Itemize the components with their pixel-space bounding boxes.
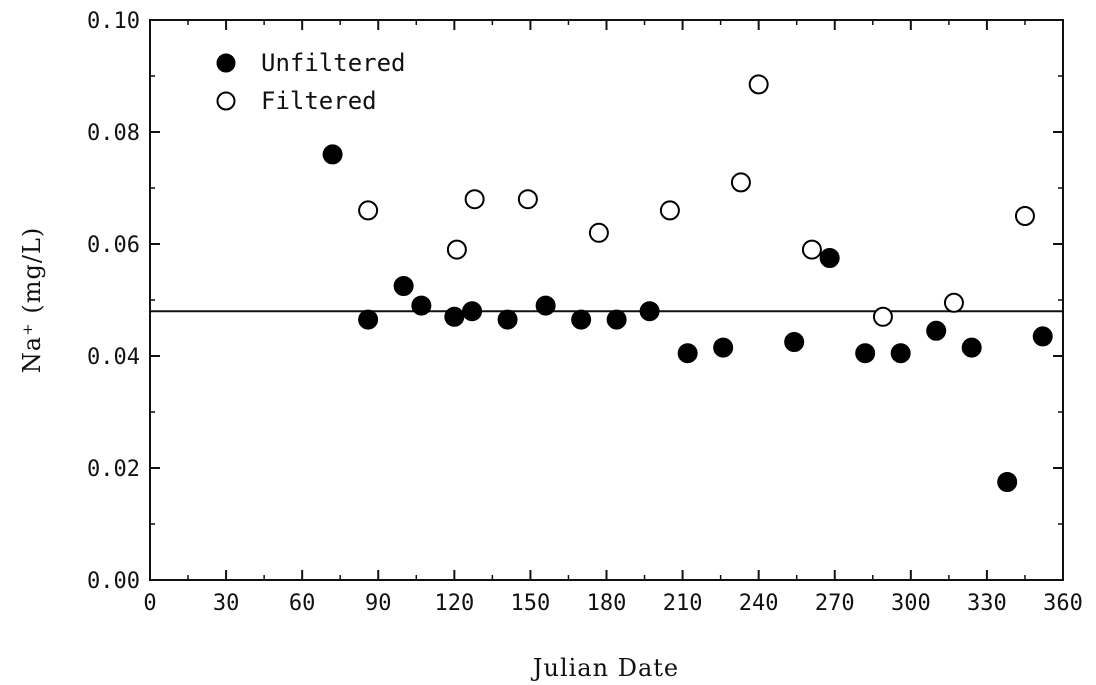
data-point-filtered — [730, 172, 751, 193]
legend-label-filtered: Filtered — [261, 87, 377, 115]
data-point-unfiltered — [713, 337, 734, 358]
data-point-filtered — [801, 239, 822, 260]
y-tick-label: 0.10 — [87, 9, 140, 34]
data-point-unfiltered — [961, 337, 982, 358]
data-point-filtered — [517, 189, 538, 210]
data-point-filtered — [659, 200, 680, 221]
axis-ticks — [149, 19, 1064, 581]
legend: Unfiltered Filtered — [216, 49, 406, 115]
axis-tick-labels: 0 30 60 90 120 150 180 210 240 270 300 330 360 0.00 0.… — [87, 9, 1083, 616]
data-point-unfiltered — [1032, 326, 1053, 347]
data-point-unfiltered — [639, 301, 660, 322]
data-point-filtered — [446, 239, 467, 260]
x-tick-label: 120 — [434, 591, 474, 616]
y-tick-label: 0.02 — [87, 457, 140, 482]
x-tick-label: 360 — [1043, 591, 1083, 616]
legend-marker-filtered — [216, 91, 236, 111]
x-tick-label: 330 — [967, 591, 1007, 616]
data-point-filtered — [588, 222, 609, 243]
x-tick-label: 270 — [815, 591, 855, 616]
x-tick-label: 150 — [511, 591, 551, 616]
data-point-unfiltered — [606, 309, 627, 330]
data-point-filtered — [1014, 206, 1035, 226]
x-tick-label: 210 — [663, 591, 703, 616]
data-point-filtered — [464, 189, 485, 210]
data-point-unfiltered — [358, 309, 379, 330]
x-tick-label: 300 — [891, 591, 931, 616]
y-tick-label: 0.04 — [87, 345, 140, 370]
y-tick-label: 0.08 — [87, 121, 140, 146]
data-point-unfiltered — [890, 343, 911, 364]
data-point-unfiltered — [497, 309, 518, 330]
data-point-unfiltered — [535, 295, 556, 316]
data-point-filtered — [872, 306, 893, 327]
data-point-filtered — [358, 200, 379, 221]
x-tick-label: 180 — [587, 591, 627, 616]
y-tick-label: 0.00 — [87, 569, 140, 594]
legend-marker-unfiltered — [216, 53, 236, 73]
data-point-unfiltered — [926, 320, 947, 341]
y-tick-label: 0.06 — [87, 233, 140, 258]
x-axis-title: Julian Date — [530, 654, 679, 682]
data-point-unfiltered — [677, 343, 698, 364]
data-point-unfiltered — [819, 248, 840, 268]
legend-label-unfiltered: Unfiltered — [261, 49, 406, 77]
data-point-unfiltered — [444, 306, 465, 327]
data-points — [322, 74, 1053, 492]
data-point-unfiltered — [855, 343, 876, 364]
y-axis-title: Na⁺ (mg/L) — [18, 227, 46, 373]
x-tick-label: 60 — [289, 591, 316, 616]
data-point-unfiltered — [411, 295, 432, 316]
data-point-filtered — [943, 292, 964, 313]
data-point-unfiltered — [462, 301, 483, 322]
x-tick-label: 30 — [213, 591, 240, 616]
data-point-unfiltered — [393, 276, 414, 296]
data-point-unfiltered — [784, 332, 805, 352]
data-point-filtered — [748, 74, 769, 95]
data-point-unfiltered — [571, 309, 592, 330]
data-point-unfiltered — [322, 144, 343, 165]
data-point-unfiltered — [997, 472, 1018, 492]
x-tick-label: 0 — [143, 591, 156, 616]
x-tick-label: 90 — [365, 591, 392, 616]
x-tick-label: 240 — [739, 591, 779, 616]
